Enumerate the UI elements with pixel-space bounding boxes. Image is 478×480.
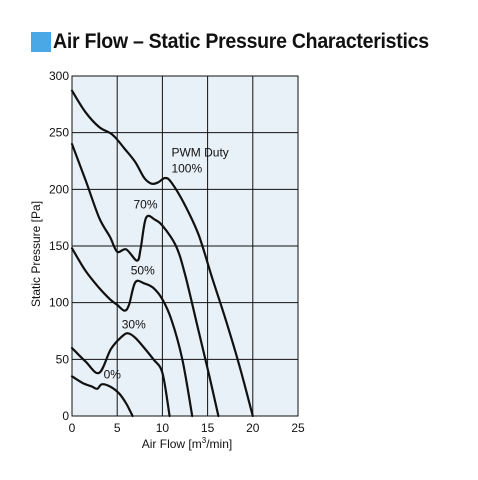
y-tick-label: 0: [62, 409, 69, 423]
annotation-duty-30: 30%: [122, 318, 146, 332]
x-axis-label: Air Flow [m3/min]: [142, 436, 232, 451]
curves: [70, 89, 254, 418]
annotation-pwm-duty: PWM Duty: [171, 145, 228, 159]
annotation-duty-100: 100%: [171, 161, 202, 175]
x-tick-label: 10: [156, 421, 170, 435]
title-square-icon: [31, 32, 51, 52]
y-axis-label: Static Pressure [Pa]: [29, 201, 43, 307]
chart-title: Air Flow – Static Pressure Characteristi…: [53, 30, 429, 53]
curve-duty-50: [70, 247, 194, 418]
x-tick-label: 20: [246, 421, 260, 435]
annotation-duty-0: 0%: [104, 368, 122, 382]
x-tick-label: 0: [69, 421, 76, 435]
x-tick-label: 15: [201, 421, 215, 435]
annotation-duty-50: 50%: [131, 263, 155, 277]
curve-duty-70: [70, 142, 220, 418]
y-tick-label: 300: [49, 69, 69, 83]
x-tick-label: 5: [114, 421, 121, 435]
curve-duty-30: [70, 332, 171, 418]
annotation-duty-70: 70%: [133, 198, 157, 212]
y-tick-label: 50: [56, 352, 70, 366]
grid-lines: [72, 76, 298, 416]
curve-duty-0: [70, 375, 134, 418]
curve-duty-100: [70, 89, 254, 418]
x-ticks: 0 5 10 15 20 25: [69, 421, 305, 435]
x-tick-label: 25: [291, 421, 305, 435]
y-tick-label: 150: [49, 239, 69, 253]
annotations: PWM Duty 100% 70% 50% 30% 0%: [104, 145, 229, 381]
y-ticks: 0 50 100 150 200 250 300: [49, 69, 69, 423]
y-tick-label: 100: [49, 296, 69, 310]
chart-title-area: Air Flow – Static Pressure Characteristi…: [31, 29, 457, 55]
plot-frame: [71, 75, 299, 417]
y-tick-label: 250: [49, 126, 69, 140]
y-tick-label: 200: [49, 182, 69, 196]
